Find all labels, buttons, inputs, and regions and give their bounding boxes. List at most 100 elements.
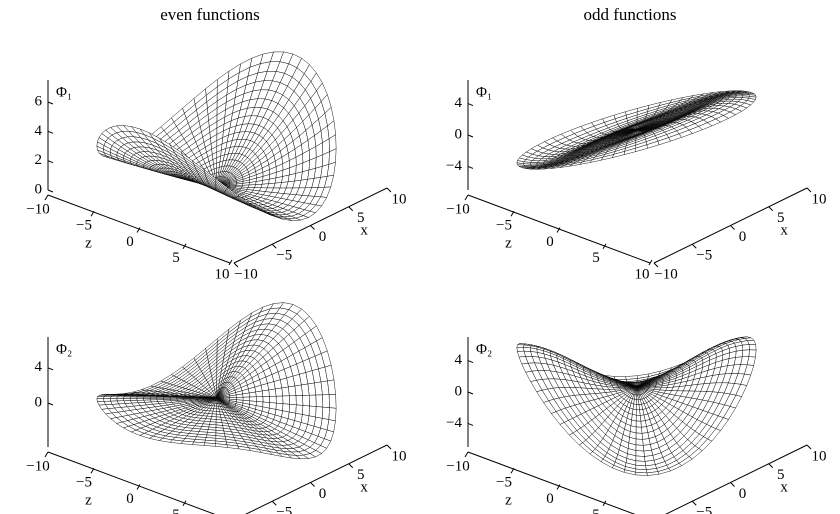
- surface-cell: [309, 406, 316, 417]
- z-tick: [48, 368, 53, 370]
- surface-cell: [636, 404, 639, 409]
- surface-cell: [192, 442, 204, 445]
- y-tick-label: −10: [446, 201, 469, 217]
- surface: [517, 91, 756, 170]
- x-tick: [731, 483, 735, 487]
- y-tick-label: 0: [546, 491, 554, 507]
- surface-cell: [97, 401, 105, 405]
- y-tick-label: 10: [635, 266, 650, 282]
- surface: [97, 303, 336, 459]
- y-tick: [465, 452, 468, 457]
- surface-cell: [256, 391, 263, 397]
- panel: 04Φ₂−10−50510z−10−50510x: [26, 303, 406, 514]
- surface-cell: [517, 345, 524, 348]
- x-tick-label: 10: [392, 448, 407, 464]
- z-tick: [468, 135, 473, 137]
- surface-cell: [636, 400, 639, 405]
- surface-cell: [636, 456, 645, 462]
- surface-cell: [263, 396, 270, 402]
- surface-cell: [636, 433, 643, 439]
- surface-cell: [276, 396, 283, 404]
- surface-cell: [316, 407, 323, 419]
- y-axis-label: z: [505, 493, 512, 509]
- x-tick: [349, 207, 353, 211]
- x-tick: [807, 445, 811, 449]
- x-tick: [387, 188, 391, 192]
- surface-cell: [523, 347, 530, 351]
- x-tick-label: 0: [739, 486, 747, 502]
- z-tick-label: 0: [455, 383, 463, 399]
- surface-cell: [256, 397, 263, 402]
- surface-cell: [633, 404, 636, 410]
- surface-cell: [636, 445, 644, 451]
- surface-cell: [636, 472, 648, 475]
- surface-cell: [742, 350, 749, 357]
- surface-cell: [97, 397, 104, 399]
- surface-cell: [103, 399, 110, 402]
- z-tick-label: 0: [35, 181, 43, 197]
- x-tick-label: 10: [812, 448, 827, 464]
- surface-cell: [641, 427, 647, 434]
- surface-cell: [517, 351, 525, 357]
- surface-cell: [641, 421, 647, 428]
- z-tick-label: 6: [35, 93, 43, 109]
- surface-cell: [282, 387, 290, 396]
- z-axis-label: Φ₂: [476, 342, 492, 358]
- surface-cell: [204, 443, 216, 447]
- surface: [97, 52, 336, 221]
- surface-cell: [117, 397, 124, 399]
- surface-cell: [643, 439, 651, 446]
- z-tick-label: 0: [35, 394, 43, 410]
- surface-cell: [243, 393, 250, 397]
- surface-cell: [636, 421, 641, 427]
- y-tick-label: −5: [76, 218, 92, 234]
- z-tick-label: 4: [35, 123, 43, 139]
- y-tick-label: −10: [446, 458, 469, 474]
- surface-cell: [309, 395, 316, 407]
- z-tick-label: 4: [35, 359, 43, 375]
- surface-cell: [110, 397, 117, 399]
- surface-cell: [269, 396, 276, 403]
- column-title: odd functions: [583, 5, 676, 24]
- surface-cell: [614, 376, 626, 379]
- panel: −404Φ₂−10−50510z−10−50510x: [446, 337, 826, 514]
- z-tick-label: 4: [455, 95, 463, 111]
- x-axis-label: x: [780, 479, 788, 495]
- surface-cell: [269, 389, 276, 396]
- surface-cell: [329, 394, 336, 408]
- z-tick-label: 2: [35, 152, 43, 168]
- surface-cell: [636, 439, 643, 445]
- z-axis-label: Φ₁: [56, 85, 72, 101]
- z-tick: [468, 166, 473, 168]
- z-tick: [468, 361, 473, 363]
- surface-cell: [636, 410, 640, 416]
- z-tick: [48, 403, 53, 405]
- x-tick: [349, 464, 353, 468]
- surface: [517, 337, 756, 476]
- y-tick-label: 0: [126, 234, 134, 250]
- y-tick-label: −5: [496, 218, 512, 234]
- y-tick-label: 5: [172, 507, 180, 514]
- panel: 0246Φ₁−10−50510z−10−50510x: [26, 52, 406, 283]
- surface-cell: [275, 388, 282, 396]
- surface-cell: [322, 407, 329, 419]
- x-tick-label: −10: [654, 266, 677, 282]
- z-tick: [468, 423, 473, 425]
- y-axis-label: z: [85, 493, 92, 509]
- surface-cell: [214, 406, 217, 409]
- column-title: even functions: [160, 5, 260, 24]
- surface-cell: [322, 395, 329, 408]
- x-tick: [807, 188, 811, 192]
- x-tick: [769, 207, 773, 211]
- surface-cell: [747, 357, 755, 366]
- panel: −404Φ₁−10−50510z−10−50510x: [446, 80, 826, 282]
- x-tick: [387, 445, 391, 449]
- surface-cell: [302, 405, 309, 415]
- surface-cell: [736, 350, 743, 357]
- z-tick-label: 0: [455, 126, 463, 142]
- surface-cell: [316, 395, 323, 407]
- surface-cell: [517, 347, 524, 351]
- y-axis-label: z: [85, 236, 92, 252]
- z-tick: [48, 102, 53, 104]
